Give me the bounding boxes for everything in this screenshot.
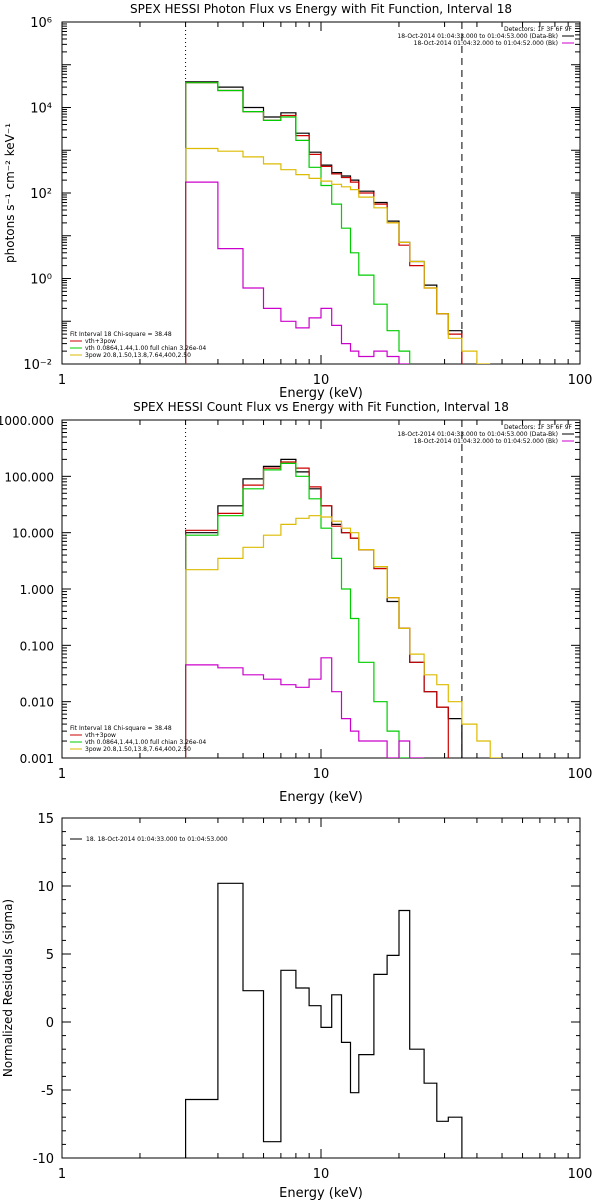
- x-ticks: 1 10 100: [58, 818, 593, 1182]
- y-tick-label: 5: [46, 948, 54, 963]
- legend-entry: 3pow 20.8,1.50,13.8,7.64,400,2.50: [85, 746, 191, 753]
- y-ticks: 0.001 0.010 0.100 1.000 10.000 100.000 1000.00…: [0, 414, 580, 766]
- y-tick-label: 10⁴: [30, 102, 52, 117]
- series-line-3: [185, 515, 502, 758]
- legend-entry: 18-Oct-2014 01:04:33.000 to 01:04:53.000…: [397, 33, 558, 40]
- x-tick-label: 10: [313, 1167, 330, 1182]
- y-tick-label: 10: [37, 880, 54, 895]
- y-tick-label: 1000.000: [0, 414, 54, 428]
- y-tick-label: 10²: [30, 187, 52, 202]
- residuals-panel: 1 10 100 -10 -5 0 5 10 15 18. 18-Oct-2014 01:04:3…: [1, 812, 592, 1200]
- legend-header: Detectors: 1F 3F 6F 9F: [504, 424, 573, 431]
- plot-frame: [61, 817, 581, 1159]
- count-flux-panel: SPEX HESSI Count Flux vs Energy with Fit…: [0, 400, 592, 805]
- legend-entry: vth+3pow: [85, 732, 116, 739]
- legend-entry: vth 0.0864,1.44,1.00 full chian 3.26e-04: [85, 739, 206, 746]
- x-axis-label: Energy (keV): [279, 386, 363, 401]
- legend-header: Detectors: 1F 3F 6F 9F: [504, 26, 573, 33]
- legend-header: Fit Interval 18 Chi-square = 38.48: [70, 725, 172, 732]
- legend-entry: vth 0.0864,1.44,1.00 full chian 3.26e-04: [85, 345, 206, 352]
- legend-header: Fit Interval 18 Chi-square = 38.48: [70, 331, 172, 338]
- x-tick-label: 10: [313, 767, 330, 782]
- y-ticks: 10⁻² 10⁰ 10² 10⁴ 10⁶: [23, 16, 580, 373]
- x-tick-label: 100: [568, 373, 593, 388]
- chart-title: SPEX HESSI Count Flux vs Energy with Fit…: [133, 400, 509, 414]
- legend-entry: 18-Oct-2014 01:04:32.000 to 01:04:52.000…: [414, 438, 558, 445]
- x-ticks: 1 10 100: [58, 22, 593, 388]
- y-axis-label: Normalized Residuals (sigma): [1, 899, 15, 1077]
- y-tick-label: 10⁻²: [23, 358, 52, 373]
- series-group: [185, 882, 463, 1158]
- x-axis-label: Energy (keV): [279, 1186, 363, 1200]
- y-tick-label: 10.000: [12, 527, 54, 541]
- legend-bottom: Fit Interval 18 Chi-square = 38.48vth+3p…: [70, 331, 206, 359]
- x-tick-label: 100: [568, 1167, 593, 1182]
- series-group: [185, 81, 491, 364]
- series-line-0: [185, 882, 463, 1158]
- series-line-4: [185, 657, 425, 758]
- y-tick-label: 0.010: [20, 696, 54, 710]
- x-tick-label: 1: [58, 767, 66, 782]
- y-tick-label: 0.100: [20, 639, 54, 653]
- series-group: [185, 458, 502, 758]
- y-ticks: -10 -5 0 5 10 15: [33, 812, 580, 1167]
- y-tick-label: 15: [37, 812, 54, 827]
- series-line-4: [185, 181, 410, 364]
- legend-entry: 18-Oct-2014 01:04:33.000 to 01:04:53.000…: [397, 431, 558, 438]
- x-tick-label: 100: [568, 767, 593, 782]
- x-ticks: 1 10 100: [58, 420, 593, 782]
- legend-entry: 18-Oct-2014 01:04:32.000 to 01:04:52.000…: [414, 40, 558, 47]
- series-line-2: [185, 82, 411, 364]
- series-line-0: [185, 81, 463, 364]
- y-tick-label: 0.001: [20, 752, 54, 766]
- y-axis-label: photons s⁻¹ cm⁻² keV⁻¹: [3, 123, 17, 263]
- legend-entry: 3pow 20.8,1.50,13.8,7.64,400,2.50: [85, 352, 191, 359]
- series-line-0: [185, 458, 463, 758]
- y-tick-label: 10⁰: [30, 273, 52, 288]
- legend-bottom: Fit Interval 18 Chi-square = 38.48vth+3p…: [70, 725, 206, 753]
- legend-top: 18. 18-Oct-2014 01:04:33.000 to 01:04:53…: [70, 836, 228, 843]
- y-tick-label: -5: [41, 1084, 54, 1099]
- series-line-1: [185, 82, 463, 364]
- x-tick-label: 10: [313, 373, 330, 388]
- y-tick-label: 0: [46, 1016, 54, 1031]
- series-line-2: [185, 462, 410, 758]
- y-tick-label: -10: [33, 1152, 54, 1167]
- photon-flux-panel: SPEX HESSI Photon Flux vs Energy with Fi…: [3, 2, 592, 401]
- legend-entry: vth+3pow: [85, 338, 116, 345]
- series-line-3: [185, 147, 491, 364]
- x-axis-label: Energy (keV): [279, 790, 363, 805]
- legend-entry: 18. 18-Oct-2014 01:04:33.000 to 01:04:53…: [86, 836, 228, 843]
- y-tick-label: 100.000: [4, 470, 54, 484]
- plot-frame: [61, 419, 581, 759]
- x-tick-label: 1: [58, 373, 66, 388]
- y-tick-label: 1.000: [20, 583, 54, 597]
- x-tick-label: 1: [58, 1167, 66, 1182]
- chart-title: SPEX HESSI Photon Flux vs Energy with Fi…: [130, 2, 512, 16]
- y-tick-label: 10⁶: [30, 16, 52, 31]
